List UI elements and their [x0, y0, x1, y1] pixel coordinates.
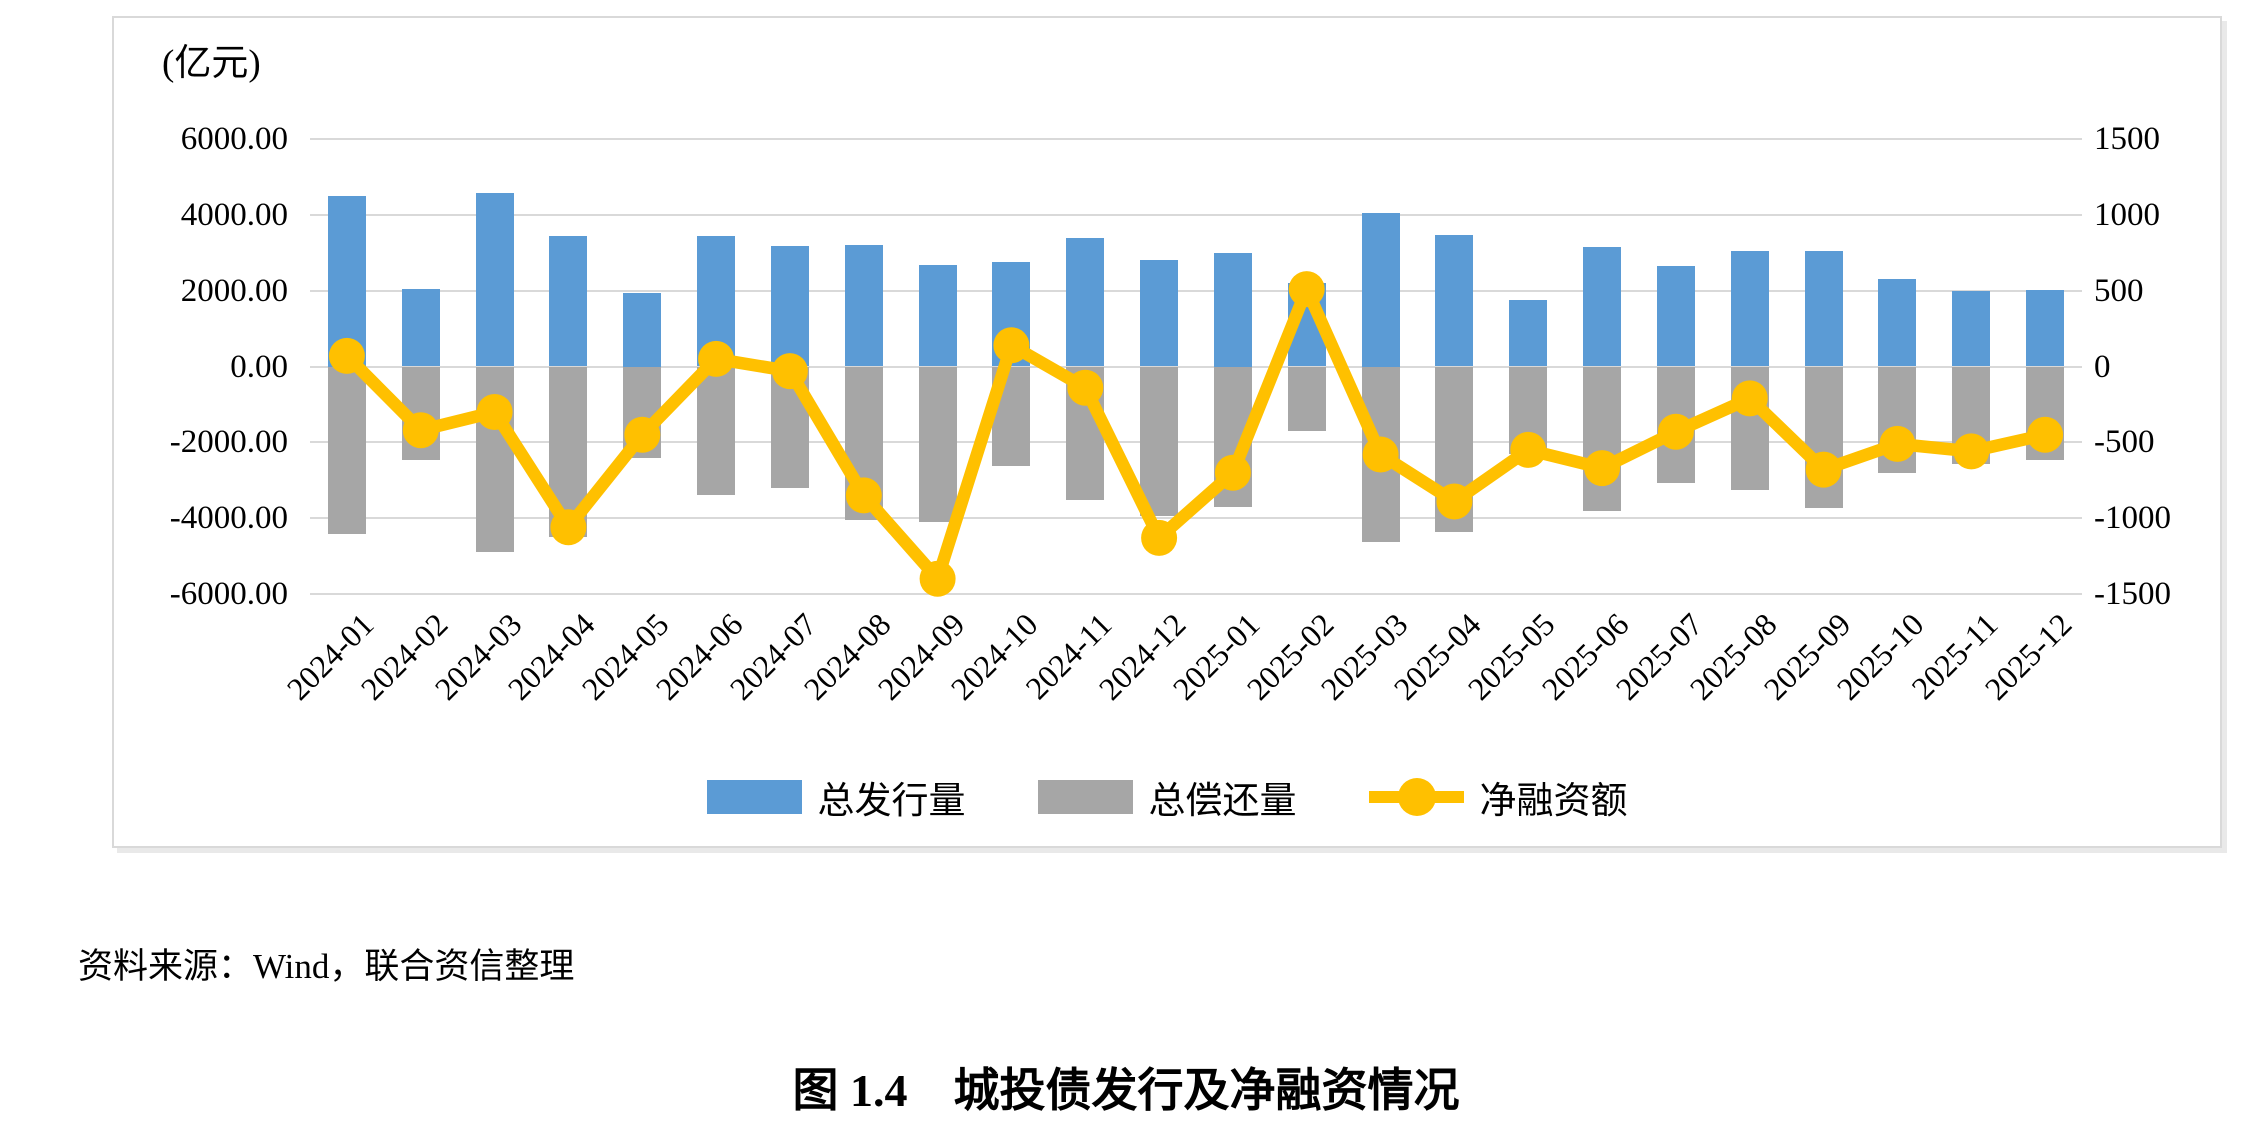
gridline — [310, 138, 2082, 140]
repayment-bar — [1583, 366, 1622, 511]
legend-label-repayment: 总偿还量 — [1148, 781, 1297, 822]
issuance-bar — [1435, 234, 1474, 367]
net-financing-point — [1657, 413, 1694, 450]
net-financing-point — [1362, 436, 1399, 473]
net-financing-point — [1067, 369, 1104, 406]
net-financing-point — [550, 509, 587, 546]
net-financing-point — [993, 327, 1030, 364]
legend-item-repayment: 总偿还量 — [1037, 770, 1297, 824]
left-axis-tick-label: -4000.00 — [169, 500, 288, 537]
issuance-swatch-icon — [706, 780, 802, 814]
net-financing-point — [845, 477, 882, 514]
repayment-bar — [918, 366, 957, 522]
left-axis-tick-label: 4000.00 — [180, 196, 288, 233]
net-financing-point — [919, 560, 956, 597]
right-axis-tick-label: 1500 — [2094, 121, 2160, 157]
issuance-bar — [1361, 212, 1400, 367]
figure-caption: 图 1.4 城投债发行及净融资情况 — [792, 1065, 1460, 1116]
right-axis-tick-label: 0 — [2094, 348, 2111, 385]
net-financing-point — [771, 353, 808, 390]
net-financing-line-marker-icon — [1368, 778, 1464, 816]
right-axis-tick-label: 1000 — [2094, 196, 2160, 233]
gridline — [310, 213, 2082, 216]
right-axis-tick-label: -500 — [2094, 424, 2155, 461]
issuance-bar — [1213, 252, 1252, 367]
net-financing-point — [1953, 433, 1990, 470]
plot-area — [310, 138, 2082, 597]
issuance-bar — [475, 192, 514, 367]
net-financing-point — [1436, 483, 1473, 520]
right-axis: 1500 1000 500 0 -500 -1000 -1500 — [2094, 121, 2214, 612]
net-financing-point — [1879, 425, 1916, 462]
issuance-bar — [918, 264, 957, 367]
legend-item-net-financing: 净融资额 — [1368, 770, 1628, 824]
left-axis-tick-label: 0.00 — [230, 348, 288, 385]
issuance-bar — [1509, 300, 1548, 367]
gridline — [310, 441, 2082, 444]
issuance-bar — [549, 236, 588, 367]
net-financing-line-layer — [328, 271, 2064, 597]
left-axis-tick-label: -2000.00 — [169, 424, 288, 461]
net-financing-point — [1584, 450, 1621, 487]
repayment-bar — [697, 366, 736, 496]
net-financing-point — [402, 412, 439, 449]
issuance-bar — [1952, 290, 1991, 367]
net-financing-point — [624, 416, 661, 453]
gridline — [310, 365, 2082, 368]
net-financing-point — [1510, 431, 1547, 468]
issuance-bar — [2026, 290, 2065, 367]
legend: 总发行量 总偿还量 净融资额 — [114, 770, 2220, 824]
issuance-bar — [1878, 279, 1917, 367]
legend-label-issuance: 总发行量 — [817, 781, 966, 822]
net-financing-point — [1805, 451, 1842, 488]
left-axis-tick-label: -6000.00 — [169, 576, 288, 612]
axis-unit-label: (亿元) — [162, 43, 261, 84]
gridline — [310, 289, 2082, 292]
issuance-bar — [1583, 247, 1622, 367]
issuance-bar — [1140, 259, 1179, 367]
right-axis-tick-label: -1500 — [2094, 576, 2171, 612]
repayment-bar — [1287, 366, 1326, 431]
net-financing-point — [476, 394, 513, 430]
legend-item-issuance: 总发行量 — [706, 770, 966, 824]
legend-label-net-financing: 净融资额 — [1479, 781, 1628, 822]
net-financing-point — [328, 337, 365, 374]
right-axis-tick-label: -1000 — [2094, 500, 2171, 537]
issuance-bar — [1066, 238, 1105, 367]
net-financing-point — [1141, 519, 1178, 556]
issuance-bar — [401, 288, 440, 367]
chart-panel: (亿元) 6000.00 4000.00 2000.00 0.00 -2000.00 -4… — [112, 16, 2222, 848]
gridline — [310, 593, 2082, 595]
issuance-bar — [1804, 251, 1843, 367]
net-financing-point — [698, 340, 735, 377]
repayment-swatch-icon — [1037, 780, 1133, 814]
issuance-bar — [623, 292, 662, 367]
repayment-bar — [327, 366, 366, 535]
net-financing-point — [2027, 416, 2064, 453]
x-axis-labels: 2024-01 2024-02 2024-03 2024-04 2024-05 2024-… — [280, 606, 2082, 766]
net-financing-line — [340, 282, 2052, 586]
data-source-note: 资料来源：Wind，联合资信整理 — [78, 947, 575, 986]
issuance-bar — [1730, 250, 1769, 367]
left-axis: 6000.00 4000.00 2000.00 0.00 -2000.00 -4000.0… — [120, 121, 288, 612]
net-financing-point — [1731, 380, 1768, 417]
issuance-bar — [844, 244, 883, 367]
right-axis-tick-label: 500 — [2094, 272, 2144, 309]
net-financing-point — [1288, 271, 1325, 308]
issuance-bar — [1656, 266, 1695, 367]
left-axis-tick-label: 2000.00 — [180, 272, 288, 309]
left-axis-tick-label: 6000.00 — [180, 121, 288, 157]
gridline — [310, 517, 2082, 520]
repayment-bar — [1140, 366, 1179, 517]
issuance-bar — [770, 246, 809, 367]
net-financing-point — [1214, 454, 1251, 491]
